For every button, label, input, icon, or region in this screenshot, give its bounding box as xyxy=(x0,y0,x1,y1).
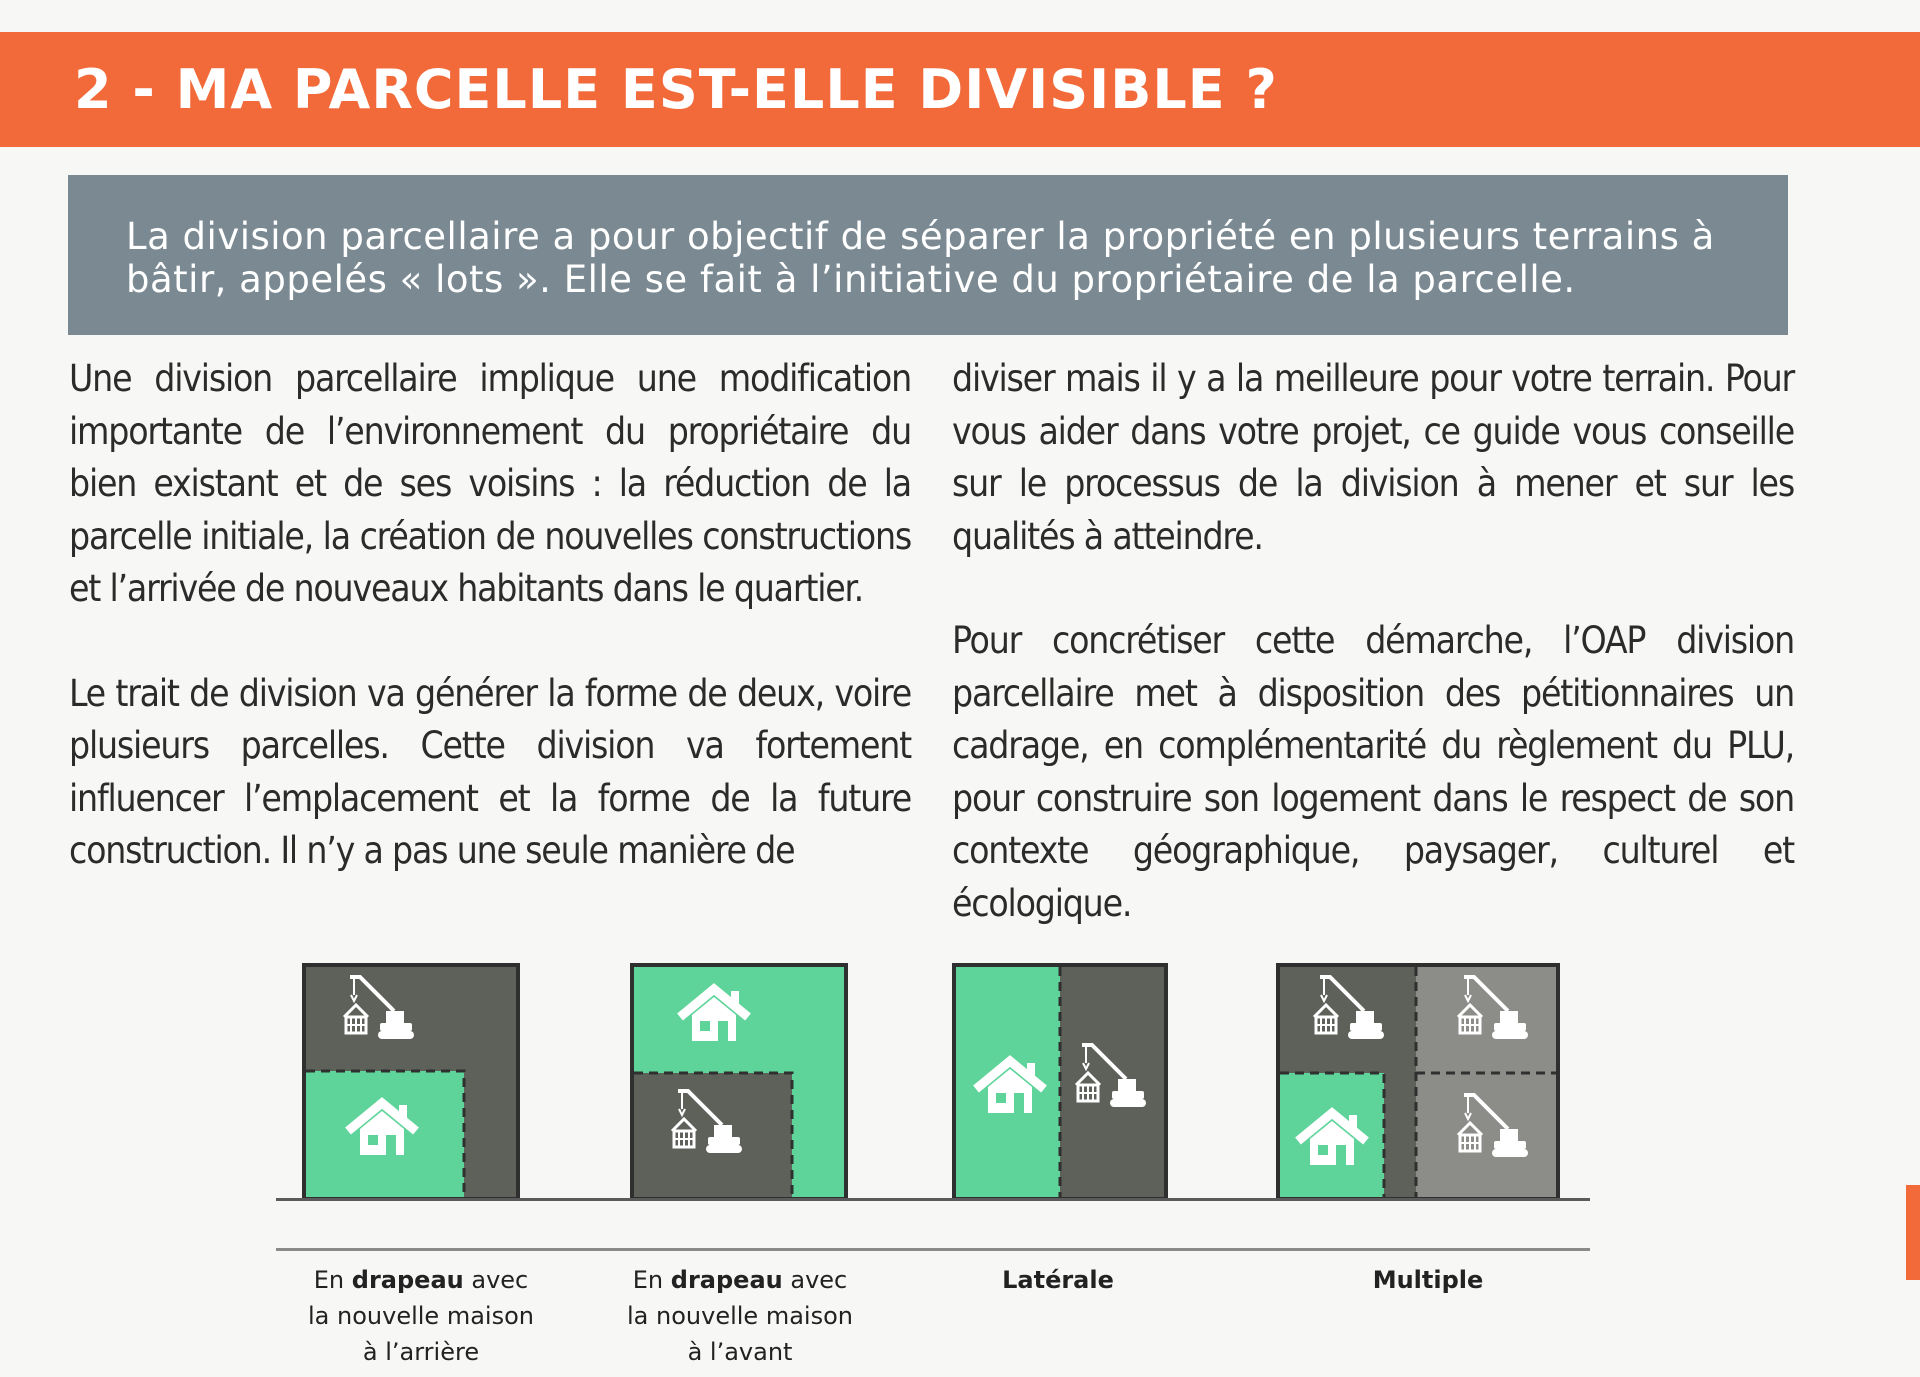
caption-bold: drapeau xyxy=(351,1266,464,1294)
caption-text: avec la nouvelle maison à l’avant xyxy=(627,1266,853,1366)
caption-rule xyxy=(276,1248,1590,1251)
page-edge-tab xyxy=(1906,1185,1920,1280)
diagram-caption: En drapeau avec la nouvelle maison à l’a… xyxy=(620,1262,860,1370)
caption-bold: drapeau xyxy=(670,1266,783,1294)
paragraph: Le trait de division va générer la forme… xyxy=(69,671,912,873)
existing-lot xyxy=(634,1073,792,1197)
header-band xyxy=(0,32,1920,147)
diagram-caption: En drapeau avec la nouvelle maison à l’a… xyxy=(301,1262,541,1370)
caption-text: En xyxy=(313,1266,352,1294)
paragraph: Pour concrétiser cette démarche, l’OAP d… xyxy=(952,619,1795,925)
intro-box: La division parcellaire a pour objectif … xyxy=(68,175,1788,335)
caption-text: En xyxy=(632,1266,671,1294)
caption-bold: Latérale xyxy=(1002,1266,1114,1294)
ground-line xyxy=(276,1198,1590,1201)
body-column-right: diviser mais il y a la meilleure pour vo… xyxy=(952,353,1795,982)
diagram-lateral xyxy=(952,963,1168,1201)
diagram-flag-front xyxy=(630,963,848,1201)
page-title: 2 - MA PARCELLE EST-ELLE DIVISIBLE ? xyxy=(74,58,1278,121)
diagram-multiple xyxy=(1276,963,1560,1201)
diagram-caption: Multiple xyxy=(1308,1262,1548,1298)
body-column-left: Une division parcellaire implique une mo… xyxy=(69,353,912,930)
paragraph: Une division parcellaire implique une mo… xyxy=(69,357,912,610)
diagram-caption: Latérale xyxy=(938,1262,1178,1298)
diagram-flag-back xyxy=(302,963,520,1201)
paragraph: diviser mais il y a la meilleure pour vo… xyxy=(952,357,1795,558)
caption-bold: Multiple xyxy=(1372,1266,1484,1294)
intro-text: La division parcellaire a pour objectif … xyxy=(126,215,1715,301)
caption-text: avec la nouvelle maison à l’arrière xyxy=(308,1266,534,1366)
existing-lot-grey xyxy=(1416,967,1556,1197)
